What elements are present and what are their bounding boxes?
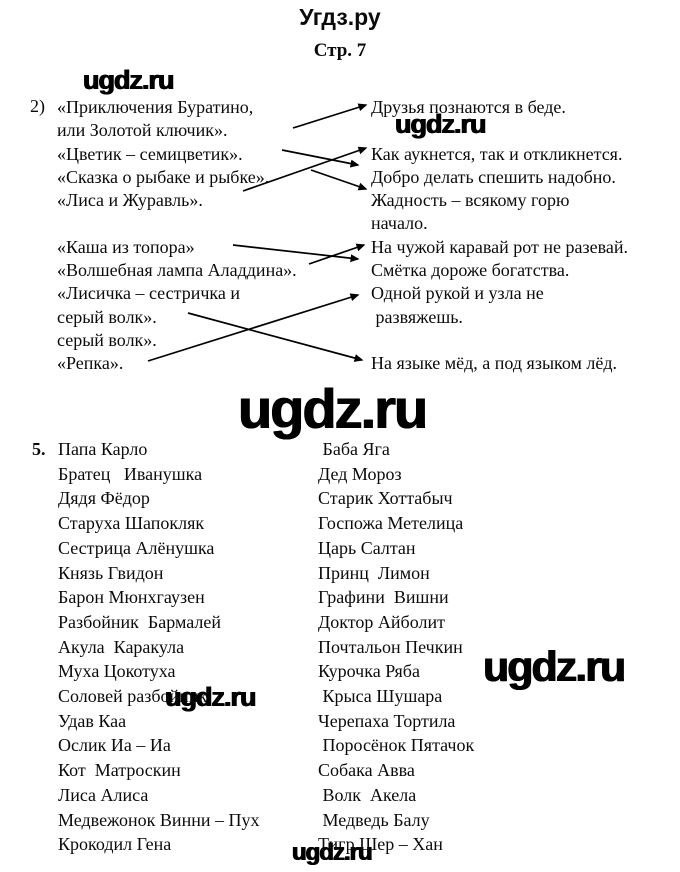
character-name: Поросёнок Пятачок: [318, 735, 475, 756]
character-name: Тигр Шер – Хан: [318, 834, 443, 855]
character-name: Курочка Ряба: [318, 661, 420, 682]
character-name: Князь Гвидон: [58, 562, 164, 583]
character-name: Царь Салтан: [318, 537, 416, 558]
character-name: Акула Каракула: [58, 636, 185, 657]
proverb: На языке мёд, а под языком лёд.: [371, 353, 618, 374]
character-name: Сестрица Алёнушка: [58, 537, 215, 558]
proverb: Добро делать спешить надобно.: [371, 166, 616, 187]
exercise5-number: 5.: [32, 439, 46, 459]
tale-title: «Цветик – семицветик».: [57, 143, 243, 164]
exercise2-number: 2): [30, 96, 45, 116]
spacer-line: [371, 329, 671, 352]
watermark: ugdz.ru: [238, 377, 428, 440]
character-name: Разбойник Бармалей: [58, 611, 221, 632]
proverb: Как аукнется, так и откликнется.: [371, 143, 623, 164]
character-name: Дядя Фёдор: [58, 488, 150, 509]
spacer-line: [371, 119, 671, 142]
character-name: Лиса Алиса: [58, 784, 149, 805]
page-number-label: Стр. 7: [313, 40, 367, 61]
proverb: Одной рукой и узла не: [371, 283, 544, 304]
site-title: Угдз.ру: [299, 4, 381, 30]
character-name: Госпожа Метелица: [318, 513, 464, 534]
character-name: Барон Мюнхгаузен: [58, 587, 205, 608]
exercise2-tale-titles: «Приключения Буратино, или Золотой ключи…: [57, 96, 337, 376]
tale-title: «Репка».: [57, 353, 124, 374]
watermark: ugdz.ru: [395, 109, 486, 139]
character-name: Удав Каа: [58, 710, 127, 731]
watermark: ugdz.ru: [165, 682, 256, 712]
watermark: ugdz.ru: [483, 643, 626, 691]
tale-title: «Каша из топора»: [57, 236, 195, 257]
proverb: начало.: [371, 213, 428, 234]
character-name: Соловей разбойник: [58, 686, 208, 707]
tale-title: серый волк».: [57, 329, 157, 350]
exercise5-left-column: Папа Карло Братец Иванушка Дядя Фёдор Ст…: [58, 437, 308, 857]
character-name: Старуха Шапокляк: [58, 513, 205, 534]
watermark: ugdz.ru: [292, 839, 373, 866]
proverb: развяжешь.: [371, 306, 463, 327]
tale-title: «Сказка о рыбаке и рыбке».: [57, 166, 270, 187]
character-name: Почтальон Печкин: [318, 636, 463, 657]
tale-title: «Волшебная лампа Аладдина».: [57, 260, 297, 281]
character-name: Принц Лимон: [318, 562, 430, 583]
proverb: Жадность – всякому горю: [371, 190, 570, 211]
exercise2-proverbs: Друзья познаются в беде. Как аукнется, т…: [371, 96, 671, 376]
character-name: Собака Авва: [318, 760, 415, 781]
character-name: Волк Акела: [318, 784, 417, 805]
tale-title: «Лисичка – сестричка и: [57, 283, 240, 304]
tale-title: «Приключения Буратино,: [57, 97, 254, 117]
watermark: ugdz.ru: [83, 65, 174, 95]
character-name: Кот Матроскин: [58, 760, 181, 781]
proverb: На чужой каравай рот не разевай.: [371, 236, 628, 257]
character-name: Старик Хоттабыч: [318, 488, 453, 509]
character-name: Муха Цокотуха: [58, 661, 176, 682]
character-name: Черепаха Тортила: [318, 710, 456, 731]
spacer-line: [57, 212, 337, 235]
tale-title: «Лиса и Журавль».: [57, 190, 203, 211]
character-name: Медведь Балу: [318, 809, 430, 830]
character-name: Доктор Айболит: [318, 611, 445, 632]
exercise5-right-column: Баба Яга Дед Мороз Старик Хоттабыч Госпо…: [318, 437, 618, 857]
character-name: Графини Вишни: [318, 587, 449, 608]
character-name: Крыса Шушара: [318, 686, 443, 707]
proverb: Друзья познаются в беде.: [371, 97, 566, 117]
tale-title: серый волк».: [57, 306, 157, 327]
character-name: Медвежонок Винни – Пух: [58, 809, 260, 830]
character-name: Братец Иванушка: [58, 463, 203, 484]
character-name: Баба Яга: [318, 439, 390, 459]
character-name: Папа Карло: [58, 439, 148, 459]
character-name: Ослик Иа – Иа: [58, 735, 171, 756]
proverb: Смётка дороже богатства.: [371, 260, 570, 281]
character-name: Крокодил Гена: [58, 834, 172, 855]
tale-title: или Золотой ключик».: [57, 120, 228, 141]
character-name: Дед Мороз: [318, 463, 402, 484]
